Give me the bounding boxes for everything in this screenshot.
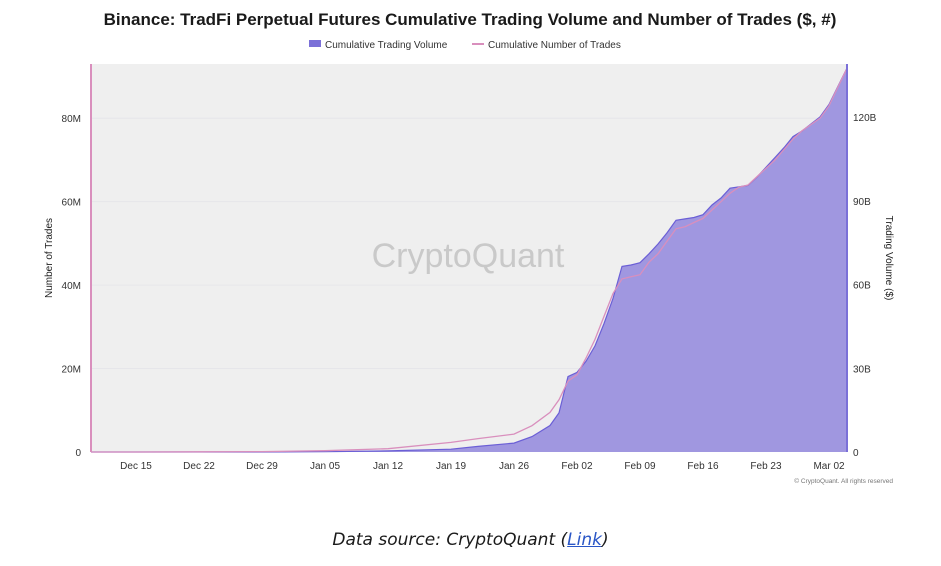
x-tick-label: Jan 26 (499, 461, 529, 472)
left-tick-label: 80M (62, 114, 81, 125)
volume-line (91, 67, 848, 453)
x-tick-label: Jan 12 (373, 461, 403, 472)
legend: Cumulative Trading Volume Cumulative Num… (309, 40, 621, 51)
volume-area (91, 68, 847, 452)
left-axis-label: Number of Trades (44, 218, 55, 298)
x-tick-label: Dec 15 (120, 461, 152, 472)
x-axis-ticks: Dec 15 Dec 22 Dec 29 Jan 05 Jan 12 Jan 19 Jan … (120, 461, 845, 472)
x-tick-label: Feb 02 (561, 461, 593, 472)
caption-prefix: Data source: CryptoQuant ( (332, 530, 568, 550)
x-tick-label: Feb 16 (687, 461, 719, 472)
source-link[interactable]: Link (567, 530, 602, 550)
left-tick-label: 60M (62, 198, 81, 209)
caption-suffix: ) (601, 530, 609, 550)
chart-title: Binance: TradFi Perpetual Futures Cumula… (104, 10, 837, 29)
left-tick-label: 20M (62, 365, 81, 376)
right-tick-label: 60B (853, 281, 871, 292)
x-tick-label: Jan 19 (436, 461, 466, 472)
right-axis-label: Trading Volume ($) (883, 216, 894, 301)
legend-swatch-volume (309, 40, 321, 47)
right-tick-label: 30B (853, 364, 871, 375)
x-tick-label: Mar 02 (813, 461, 845, 472)
x-tick-label: Dec 29 (246, 461, 278, 472)
x-tick-label: Feb 09 (624, 461, 656, 472)
source-caption: Data source: CryptoQuant (Link) (0, 530, 941, 550)
copyright-notice: © CryptoQuant. All rights reserved (794, 477, 893, 485)
left-axis-ticks: 0 20M 40M 60M 80M (62, 114, 82, 459)
right-axis-ticks: 0 30B 60B 90B 120B (853, 113, 877, 459)
x-tick-label: Dec 22 (183, 461, 215, 472)
left-tick-label: 0 (75, 448, 81, 459)
x-tick-label: Feb 23 (750, 461, 782, 472)
watermark: CryptoQuant (372, 237, 565, 275)
right-tick-label: 120B (853, 113, 877, 124)
x-tick-label: Jan 05 (310, 461, 340, 472)
left-tick-label: 40M (62, 281, 81, 292)
right-tick-label: 0 (853, 448, 859, 459)
legend-label-volume: Cumulative Trading Volume (325, 40, 448, 51)
trades-line (91, 67, 848, 453)
right-tick-label: 90B (853, 197, 871, 208)
legend-label-trades: Cumulative Number of Trades (488, 40, 621, 51)
